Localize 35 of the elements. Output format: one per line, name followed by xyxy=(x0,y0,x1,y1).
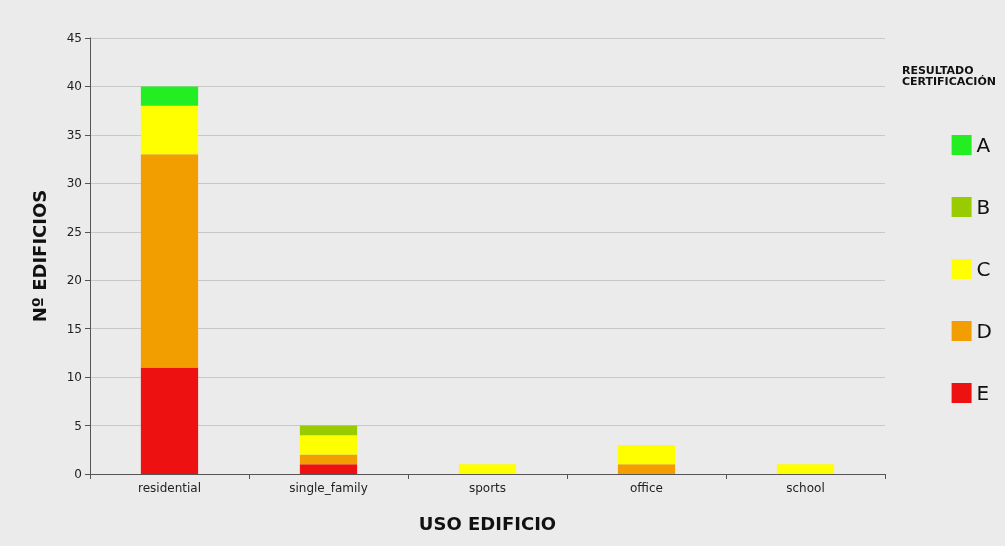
bar xyxy=(299,425,358,436)
bar xyxy=(140,105,199,155)
legend-label: A xyxy=(976,133,991,157)
y-tick-label: 15 xyxy=(66,321,82,336)
bar xyxy=(299,435,358,455)
y-axis-title: Nº EDIFICIOS xyxy=(28,189,50,323)
bar xyxy=(299,454,358,465)
y-tick-label: 5 xyxy=(74,418,82,433)
legend-title: RESULTADO CERTIFICACIÓN xyxy=(901,64,996,88)
x-axis-title: USO EDIFICIO xyxy=(418,512,557,534)
legend-label: E xyxy=(976,381,990,405)
y-tick-label: 20 xyxy=(66,273,82,288)
x-tick-label: school xyxy=(786,481,825,495)
bar xyxy=(140,367,199,474)
bar xyxy=(617,464,676,474)
x-tick-label: single_family xyxy=(289,481,368,495)
legend-label: B xyxy=(976,195,991,219)
legend-label: C xyxy=(976,257,991,281)
y-tick-label: 40 xyxy=(66,79,82,94)
bar xyxy=(140,86,199,106)
bar xyxy=(776,464,835,474)
y-tick-label: 30 xyxy=(66,176,82,191)
x-tick-label: office xyxy=(630,481,663,495)
y-tick-label: 25 xyxy=(66,224,82,239)
y-tick-label: 35 xyxy=(66,127,82,142)
x-tick-label: residential xyxy=(138,481,201,495)
y-tick-label: 0 xyxy=(74,467,82,481)
bar xyxy=(617,444,676,465)
x-tick-label: sports xyxy=(468,481,507,495)
bar xyxy=(299,464,358,474)
y-tick-label: 10 xyxy=(66,370,82,385)
y-tick-label: 45 xyxy=(66,31,82,45)
bar xyxy=(140,154,199,368)
legend-label: D xyxy=(976,319,993,343)
bar xyxy=(458,464,517,474)
